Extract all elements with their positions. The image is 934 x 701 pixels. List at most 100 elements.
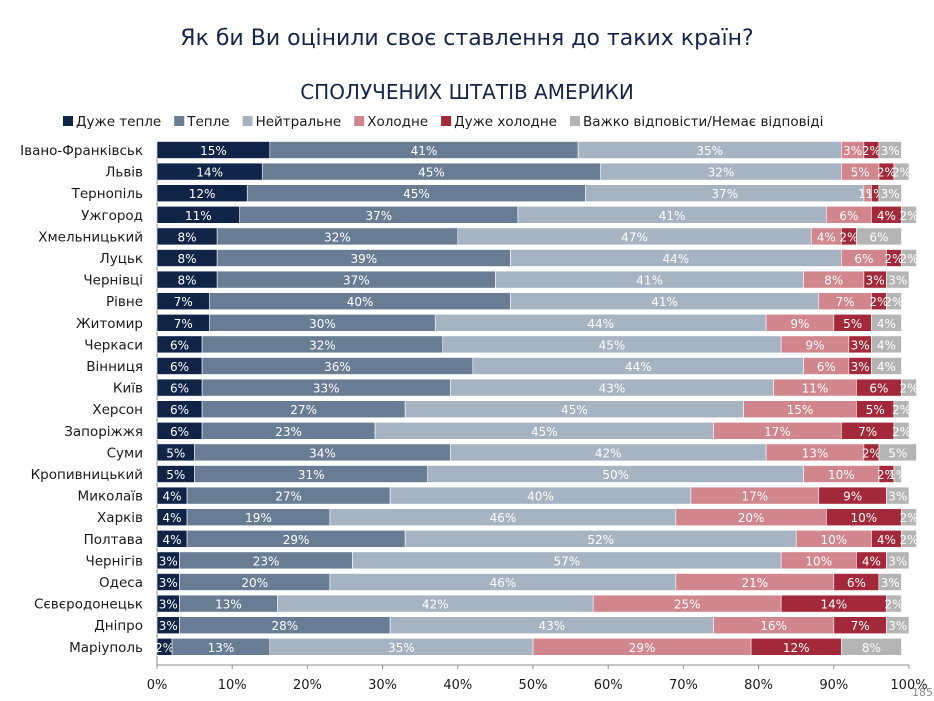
data-label: 8% xyxy=(862,641,881,655)
legend-label: Дуже тепле xyxy=(76,114,161,130)
data-label: 46% xyxy=(490,511,517,525)
data-label: 6% xyxy=(869,382,888,396)
data-label: 57% xyxy=(554,554,581,568)
data-label: 4% xyxy=(862,554,881,568)
data-label: 14% xyxy=(820,598,847,612)
data-label: 2% xyxy=(899,252,918,266)
data-label: 2% xyxy=(155,641,174,655)
data-label: 39% xyxy=(350,252,377,266)
data-label: 4% xyxy=(877,338,896,352)
data-label: 3% xyxy=(159,554,178,568)
data-label: 2% xyxy=(892,425,911,439)
bar-segment xyxy=(886,270,910,289)
data-label: 2% xyxy=(899,533,918,547)
legend-swatch xyxy=(63,116,73,126)
bar-segment xyxy=(878,141,902,159)
data-label: 4% xyxy=(163,490,182,504)
data-label: 3% xyxy=(881,576,900,590)
bar-segment xyxy=(901,206,917,224)
data-label: 2% xyxy=(892,166,911,180)
data-label: 13% xyxy=(802,446,829,460)
data-label: 6% xyxy=(170,425,189,439)
data-label: 5% xyxy=(166,446,185,460)
x-tick-label: 80% xyxy=(744,678,773,693)
data-label: 20% xyxy=(738,511,765,525)
data-label: 2% xyxy=(862,446,881,460)
data-label: 32% xyxy=(708,166,735,180)
data-label: 6% xyxy=(847,576,866,590)
bar-segment xyxy=(886,594,902,613)
x-tick-label: 0% xyxy=(147,678,168,693)
data-label: 44% xyxy=(625,360,652,374)
data-label: 5% xyxy=(166,468,185,482)
data-label: 2% xyxy=(869,295,888,309)
data-label: 19% xyxy=(245,511,272,525)
data-label: 2% xyxy=(877,166,896,180)
data-label: 45% xyxy=(418,166,445,180)
legend-swatch xyxy=(570,116,580,126)
legend-label: Тепле xyxy=(186,114,229,130)
category-label: Маріуполь xyxy=(69,640,143,656)
bar-segment xyxy=(841,637,902,656)
data-label: 3% xyxy=(888,490,907,504)
category-label: Київ xyxy=(113,381,143,397)
data-label: 11% xyxy=(802,382,829,396)
x-tick-label: 20% xyxy=(293,678,322,693)
bar-segment xyxy=(901,249,917,267)
bar-segment xyxy=(893,421,910,440)
bar-segment xyxy=(871,313,902,332)
category-label: Одеса xyxy=(99,575,143,591)
data-label: 4% xyxy=(877,360,896,374)
bar-segment xyxy=(886,551,910,570)
data-label: 10% xyxy=(805,554,832,568)
data-label: 37% xyxy=(366,209,393,223)
data-label: 29% xyxy=(629,641,656,655)
data-label: 10% xyxy=(828,468,855,482)
data-label: 7% xyxy=(836,295,855,309)
data-label: 21% xyxy=(742,576,769,590)
x-tick-label: 50% xyxy=(519,678,548,693)
slide-number: 185 xyxy=(912,686,933,699)
data-label: 40% xyxy=(527,490,554,504)
data-label: 8% xyxy=(824,274,843,288)
data-label: 3% xyxy=(881,144,900,158)
data-label: 2% xyxy=(899,209,918,223)
category-label: Харків xyxy=(97,510,143,526)
data-label: 16% xyxy=(760,619,787,633)
data-label: 37% xyxy=(343,274,370,288)
category-label: Черкаси xyxy=(84,337,143,353)
data-label: 3% xyxy=(843,144,862,158)
legend-label: Нейтральне xyxy=(256,114,342,130)
data-label: 8% xyxy=(178,230,197,244)
data-label: 12% xyxy=(783,641,810,655)
category-label: Полтава xyxy=(84,532,143,548)
data-label: 7% xyxy=(851,619,870,633)
data-label: 50% xyxy=(602,468,629,482)
data-label: 44% xyxy=(587,317,614,331)
bar-segment xyxy=(886,292,902,311)
data-label: 3% xyxy=(888,274,907,288)
category-label: Ужгород xyxy=(81,208,143,224)
data-label: 14% xyxy=(196,166,223,180)
data-label: 2% xyxy=(884,295,903,309)
data-label: 44% xyxy=(663,252,690,266)
data-label: 45% xyxy=(599,338,626,352)
data-label: 15% xyxy=(200,144,227,158)
category-label: Миколаїв xyxy=(78,489,143,505)
data-label: 32% xyxy=(309,338,336,352)
data-label: 4% xyxy=(877,533,896,547)
data-label: 7% xyxy=(858,425,877,439)
data-label: 29% xyxy=(283,533,310,547)
legend-swatch xyxy=(242,116,253,126)
data-label: 43% xyxy=(599,382,626,396)
data-label: 20% xyxy=(241,576,268,590)
data-label: 17% xyxy=(742,490,769,504)
data-label: 10% xyxy=(820,533,847,547)
data-label: 6% xyxy=(817,360,836,374)
data-label: 3% xyxy=(159,619,178,633)
bar-segment xyxy=(901,378,917,397)
data-label: 3% xyxy=(888,619,907,633)
data-label: 2% xyxy=(884,598,903,612)
data-label: 43% xyxy=(538,619,565,633)
data-label: 36% xyxy=(324,360,351,374)
